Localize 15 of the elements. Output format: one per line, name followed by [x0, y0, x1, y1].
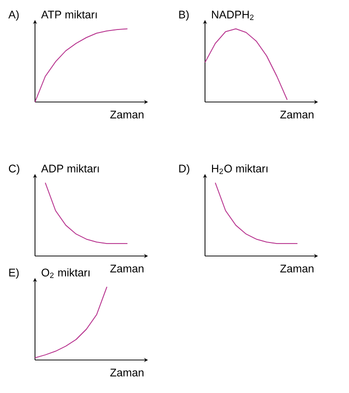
x-axis-title: Zaman: [280, 110, 314, 118]
chart-title: A): [8, 10, 19, 21]
chart-title: C): [8, 164, 20, 175]
x-axis-title: Zaman: [280, 264, 314, 272]
x-axis-title: Zaman: [110, 368, 144, 376]
chart-title: D): [179, 164, 190, 175]
y-axis-title: ATP miktarı: [41, 10, 97, 18]
chart-title: B): [179, 10, 189, 21]
y-axis-title: ADP miktarı: [41, 164, 99, 172]
x-axis-title: Zaman: [110, 264, 144, 272]
y-axis-title: NADPH$_{2}$: [212, 10, 254, 20]
chart-title: E): [9, 268, 19, 279]
y-axis-title: O$_{2}$ miktarı: [42, 268, 90, 278]
y-axis-title: H$_{2}$O miktarı: [212, 164, 268, 174]
x-axis-title: Zaman: [110, 110, 144, 118]
